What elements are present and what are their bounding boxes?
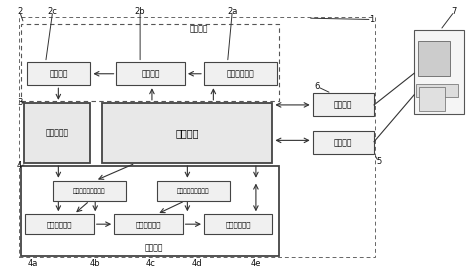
Bar <box>24 103 91 163</box>
Text: 4e: 4e <box>251 259 261 268</box>
Bar <box>27 62 91 85</box>
Bar <box>21 166 279 256</box>
Text: 4c: 4c <box>146 259 156 268</box>
Bar <box>102 103 273 163</box>
Text: 第二数字电位器电路: 第二数字电位器电路 <box>177 188 210 194</box>
Bar <box>156 181 230 201</box>
Text: 2c: 2c <box>48 7 58 16</box>
Text: 激励模块: 激励模块 <box>190 24 209 33</box>
Bar <box>25 214 94 234</box>
Text: 4b: 4b <box>90 259 100 268</box>
Bar <box>313 93 374 116</box>
Text: 丝网传感器: 丝网传感器 <box>46 129 69 137</box>
Text: 2b: 2b <box>135 7 146 16</box>
Text: 放大电路: 放大电路 <box>49 69 68 78</box>
Text: 4d: 4d <box>191 259 202 268</box>
Bar <box>21 23 279 102</box>
Text: 电源模块: 电源模块 <box>334 138 353 147</box>
Text: 互阻放大电路: 互阻放大电路 <box>47 221 72 228</box>
Text: 2a: 2a <box>227 7 237 16</box>
Text: 接收模块: 接收模块 <box>145 244 164 253</box>
Text: 3: 3 <box>17 98 22 107</box>
Text: 6: 6 <box>315 82 320 91</box>
Text: 主控模块: 主控模块 <box>176 128 199 138</box>
Bar <box>313 131 374 154</box>
Bar <box>414 30 464 113</box>
Text: 第一数字电位器电路: 第一数字电位器电路 <box>73 188 106 194</box>
Text: 1: 1 <box>369 15 374 24</box>
Text: 4a: 4a <box>27 259 38 268</box>
Text: 7: 7 <box>452 7 457 16</box>
Bar <box>416 84 458 97</box>
Text: 信号采集电路: 信号采集电路 <box>226 221 251 228</box>
Bar <box>419 87 445 111</box>
Bar <box>204 62 277 85</box>
Text: 选通电路: 选通电路 <box>142 69 160 78</box>
Bar <box>18 17 375 257</box>
Bar <box>114 214 182 234</box>
Text: 通信模块: 通信模块 <box>334 100 353 109</box>
Text: 极性转化电路: 极性转化电路 <box>227 69 255 78</box>
Text: 2: 2 <box>17 7 22 16</box>
Text: 5: 5 <box>376 157 382 166</box>
Text: 4: 4 <box>17 161 22 170</box>
Text: 电压放大电路: 电压放大电路 <box>136 221 161 228</box>
Bar <box>53 181 126 201</box>
Bar <box>204 214 273 234</box>
Bar <box>117 62 185 85</box>
Bar <box>418 41 450 76</box>
